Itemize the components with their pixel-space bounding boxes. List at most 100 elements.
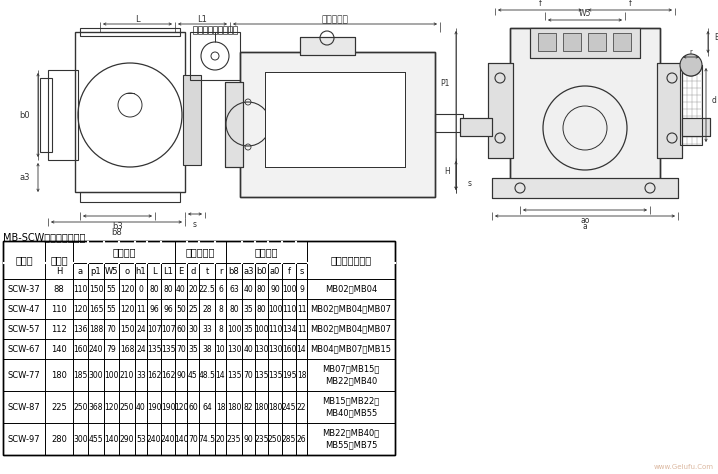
Bar: [300, 37, 355, 55]
Text: 120: 120: [120, 284, 134, 293]
Text: 20: 20: [188, 284, 198, 293]
Text: r: r: [689, 49, 692, 55]
Text: P1: P1: [441, 79, 450, 88]
Text: 33: 33: [136, 371, 146, 380]
Text: 63: 63: [229, 284, 239, 293]
Text: MB02、MB04、MB07: MB02、MB04、MB07: [310, 304, 391, 313]
Bar: [657, 63, 682, 158]
Text: 120: 120: [73, 304, 88, 313]
Text: b3: b3: [112, 222, 123, 231]
Text: s: s: [193, 220, 197, 229]
Text: 18: 18: [297, 371, 307, 380]
Text: SCW-47: SCW-47: [8, 304, 40, 313]
Text: 225: 225: [51, 402, 67, 411]
Text: 79: 79: [107, 345, 116, 354]
Text: 14: 14: [297, 345, 307, 354]
Text: 455: 455: [89, 435, 103, 444]
Text: a3: a3: [243, 266, 253, 275]
Text: W5: W5: [105, 266, 118, 275]
Text: MB02、MB04: MB02、MB04: [325, 284, 377, 293]
Text: a0: a0: [270, 266, 280, 275]
Text: L1: L1: [163, 266, 173, 275]
Text: 180: 180: [227, 402, 241, 411]
Text: 160: 160: [73, 345, 88, 354]
Text: MB22、MB40、
MB55、MB75: MB22、MB40、 MB55、MB75: [322, 428, 380, 449]
Text: 235: 235: [254, 435, 269, 444]
Text: d: d: [712, 96, 717, 105]
Text: 185: 185: [73, 371, 88, 380]
Text: 135: 135: [254, 371, 269, 380]
Text: 300: 300: [73, 435, 88, 444]
Text: 107: 107: [161, 325, 175, 334]
Text: 8: 8: [218, 325, 223, 334]
Text: 11: 11: [297, 304, 307, 313]
Text: E: E: [714, 33, 718, 42]
Text: 9: 9: [299, 284, 304, 293]
Text: 110: 110: [281, 304, 297, 313]
Text: MB15、MB22、
MB40、MB55: MB15、MB22、 MB40、MB55: [322, 397, 380, 418]
Text: 33: 33: [202, 325, 212, 334]
Text: 90: 90: [270, 284, 280, 293]
Text: 235: 235: [227, 435, 241, 444]
Text: 55: 55: [107, 304, 116, 313]
Text: 70: 70: [176, 345, 186, 354]
Text: 45: 45: [188, 371, 198, 380]
Text: 130: 130: [268, 345, 282, 354]
Text: 162: 162: [161, 371, 175, 380]
Bar: [80, 192, 180, 202]
Bar: [680, 65, 702, 145]
Text: 240: 240: [89, 345, 103, 354]
Text: 80: 80: [229, 304, 239, 313]
Bar: [233, 26, 237, 34]
Text: 134: 134: [281, 325, 297, 334]
Text: MB-SCW外型及安装尺寸: MB-SCW外型及安装尺寸: [3, 232, 85, 242]
Bar: [510, 28, 660, 193]
Bar: [510, 28, 660, 193]
Circle shape: [680, 54, 702, 76]
Bar: [492, 178, 678, 198]
Text: 11: 11: [136, 304, 146, 313]
Text: W5: W5: [579, 9, 591, 18]
Text: f: f: [629, 0, 631, 8]
Text: 120: 120: [174, 402, 188, 411]
Bar: [488, 63, 513, 158]
Bar: [530, 28, 640, 58]
Text: 107: 107: [146, 325, 162, 334]
Text: s: s: [299, 266, 304, 275]
Text: SCW-97: SCW-97: [8, 435, 40, 444]
Text: 168: 168: [120, 345, 134, 354]
Text: 24: 24: [136, 345, 146, 354]
Text: r: r: [219, 266, 223, 275]
Text: MB02、MB04、MB07: MB02、MB04、MB07: [310, 325, 391, 334]
Text: SCW-87: SCW-87: [8, 402, 40, 411]
Text: 280: 280: [51, 435, 67, 444]
Text: L1: L1: [197, 15, 208, 24]
Bar: [40, 78, 52, 152]
Bar: [588, 33, 606, 51]
Text: p1: p1: [90, 266, 101, 275]
Text: 300: 300: [89, 371, 103, 380]
Text: 80: 80: [149, 284, 159, 293]
Text: 26: 26: [297, 435, 307, 444]
Bar: [538, 33, 556, 51]
Text: 40: 40: [136, 402, 146, 411]
Text: 8: 8: [218, 304, 223, 313]
Text: b8: b8: [111, 228, 122, 237]
Bar: [300, 37, 355, 55]
Text: 240: 240: [161, 435, 175, 444]
Bar: [488, 63, 513, 158]
Bar: [492, 178, 678, 198]
Text: 140: 140: [174, 435, 188, 444]
Text: 136: 136: [73, 325, 88, 334]
Text: 130: 130: [254, 345, 269, 354]
Text: 250: 250: [73, 402, 88, 411]
Bar: [682, 118, 710, 136]
Bar: [240, 52, 435, 197]
Text: 130: 130: [227, 345, 241, 354]
Text: MB04、MB07、MB15: MB04、MB07、MB15: [310, 345, 391, 354]
Text: 6: 6: [218, 284, 223, 293]
Text: 100: 100: [281, 284, 297, 293]
Text: ao: ao: [580, 216, 589, 225]
Text: 100: 100: [104, 371, 118, 380]
Bar: [240, 52, 435, 197]
